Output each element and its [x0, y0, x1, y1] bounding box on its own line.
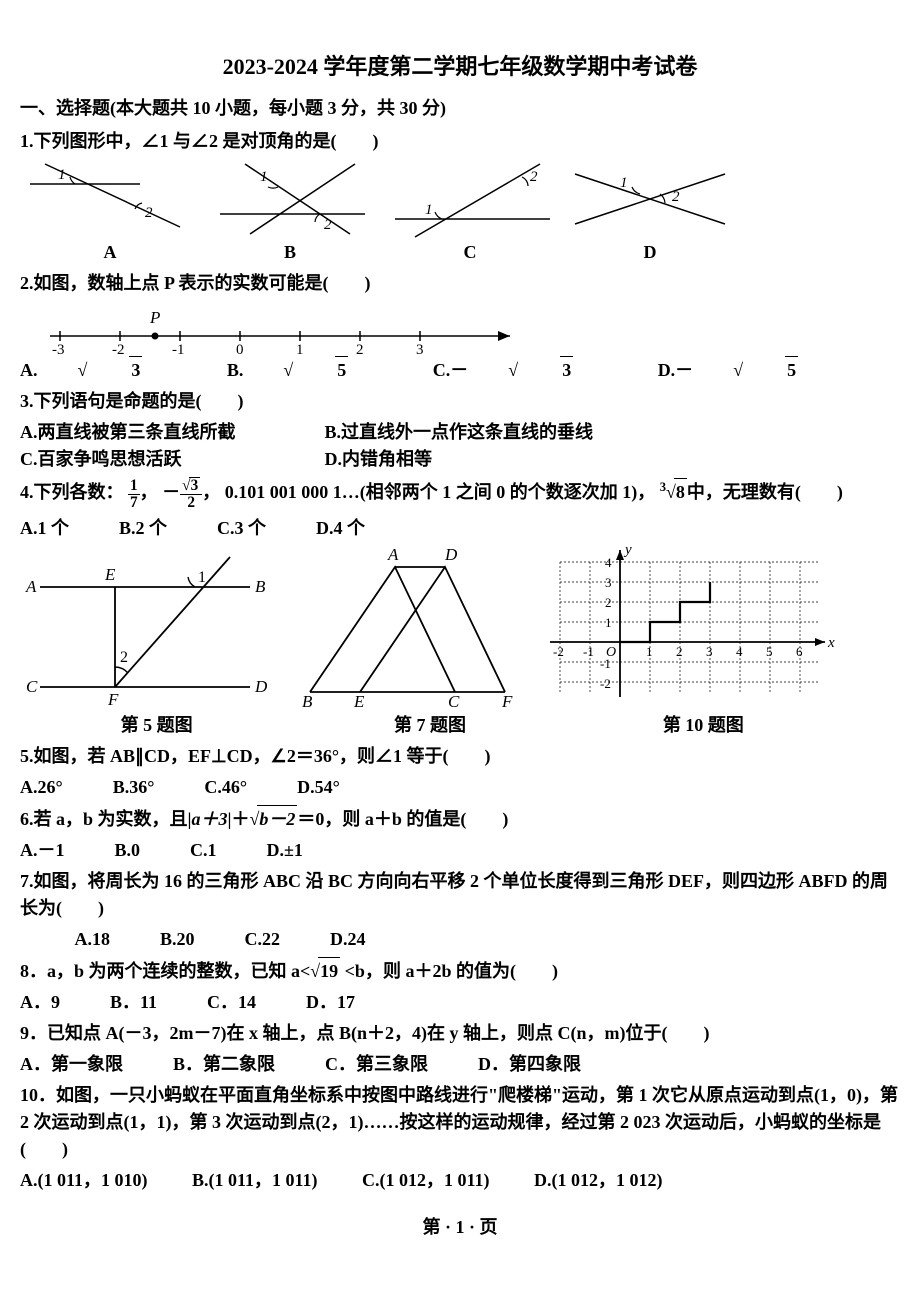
svg-text:y: y [623, 542, 632, 558]
svg-text:P: P [149, 308, 160, 327]
q1-fig-d: 1 2 [560, 159, 740, 239]
svg-text:-1: -1 [600, 656, 611, 671]
svg-text:3: 3 [416, 342, 424, 356]
svg-text:C: C [26, 677, 38, 696]
q6-text: 6.若 a，b 为实数，且|a＋3|＋√b－2＝0，则 a＋b 的值是( ) [20, 805, 900, 833]
svg-text:-2: -2 [553, 644, 564, 659]
q4-text: 4.下列各数： 17， －√32， 0.101 001 000 1…(相邻两个 … [20, 477, 900, 511]
q7-options: A.18B.20C.22D.24 [20, 926, 900, 953]
q8-options: A．9B．11C．14D．17 [20, 989, 900, 1016]
svg-text:4: 4 [605, 555, 612, 570]
svg-text:1: 1 [620, 175, 628, 191]
svg-text:2: 2 [356, 342, 364, 356]
svg-text:x: x [827, 635, 835, 651]
svg-text:D: D [444, 545, 458, 564]
svg-text:2: 2 [605, 595, 612, 610]
svg-text:2: 2 [530, 169, 538, 185]
q9-options: A．第一象限B．第二象限C．第三象限D．第四象限 [20, 1051, 900, 1078]
svg-text:A: A [25, 577, 37, 596]
svg-text:D: D [254, 677, 268, 696]
svg-text:-3: -3 [52, 342, 65, 356]
svg-text:1: 1 [296, 342, 304, 356]
q5-text: 5.如图，若 AB∥CD，EF⊥CD，∠2＝36°，则∠1 等于( ) [20, 743, 900, 770]
svg-text:2: 2 [672, 189, 680, 205]
svg-text:1: 1 [260, 169, 268, 185]
q3-row2: C.百家争鸣思想活跃 D.内错角相等 [20, 446, 900, 473]
fig-q5: 1 2 A B C D E F [20, 542, 280, 712]
q1-fig-a: 1 2 [20, 159, 200, 239]
q2-options: A.√3 B.√5 C.－√3 D.－√5 [20, 356, 900, 384]
q2-text: 2.如图，数轴上点 P 表示的实数可能是( ) [20, 270, 900, 297]
svg-text:1: 1 [425, 202, 433, 218]
fig-q7: A D B E C F [280, 542, 540, 712]
svg-text:2: 2 [145, 205, 153, 221]
page-footer: 第 · 1 · 页 [20, 1214, 900, 1241]
svg-text:A: A [387, 545, 399, 564]
fig-row: 1 2 A B C D E F A D B E C F [20, 542, 900, 712]
q6-options: A.－1B.0C.1D.±1 [20, 837, 900, 864]
svg-text:1: 1 [646, 644, 653, 659]
svg-text:0: 0 [236, 342, 244, 356]
svg-text:-2: -2 [112, 342, 125, 356]
svg-text:2: 2 [676, 644, 683, 659]
svg-text:E: E [353, 692, 365, 711]
q9-text: 9．已知点 A(－3，2m－7)在 x 轴上，点 B(n＋2，4)在 y 轴上，… [20, 1020, 900, 1047]
q1-option-labels: A B C D [20, 239, 740, 266]
svg-text:4: 4 [736, 644, 743, 659]
q3-text: 3.下列语句是命题的是( ) [20, 388, 900, 415]
svg-text:5: 5 [766, 644, 773, 659]
svg-text:C: C [448, 692, 460, 711]
svg-text:1: 1 [198, 569, 206, 586]
svg-text:1: 1 [58, 167, 66, 183]
svg-text:3: 3 [605, 575, 612, 590]
q1-fig-b: 1 2 [200, 159, 380, 239]
svg-text:B: B [255, 577, 266, 596]
q2-numberline: -3 -2 -1 0 1 2 3 P [20, 301, 900, 356]
svg-text:6: 6 [796, 644, 803, 659]
q1-fig-c: 1 2 [380, 159, 560, 239]
q1-text: 1.下列图形中，∠1 与∠2 是对顶角的是( ) [20, 128, 900, 155]
svg-text:1: 1 [605, 615, 612, 630]
q10-options: A.(1 011，1 010) B.(1 011，1 011) C.(1 012… [20, 1167, 900, 1194]
svg-text:-1: -1 [583, 644, 594, 659]
svg-text:2: 2 [120, 649, 128, 666]
svg-text:E: E [104, 565, 116, 584]
svg-text:F: F [501, 692, 513, 711]
svg-text:2: 2 [324, 217, 332, 233]
q7-text: 7.如图，将周长为 16 的三角形 ABC 沿 BC 方向向右平移 2 个单位长… [20, 868, 900, 922]
q10-text: 10．如图，一只小蚂蚁在平面直角坐标系中按图中路线进行"爬楼梯"运动，第 1 次… [20, 1082, 900, 1163]
svg-text:F: F [107, 690, 119, 709]
svg-text:-1: -1 [172, 342, 185, 356]
svg-text:-2: -2 [600, 676, 611, 691]
q5-options: A.26°B.36°C.46°D.54° [20, 774, 900, 801]
svg-text:3: 3 [706, 644, 713, 659]
q1-figures: 1 2 1 2 1 2 1 [20, 159, 900, 239]
page-title: 2023-2024 学年度第二学期七年级数学期中考试卷 [20, 50, 900, 83]
q3-row1: A.两直线被第三条直线所截 B.过直线外一点作这条直线的垂线 [20, 419, 900, 446]
q4-options: A.1 个B.2 个C.3 个D.4 个 [20, 515, 900, 542]
fig-captions: 第 5 题图 第 7 题图 第 10 题图 [20, 712, 840, 739]
section-heading: 一、选择题(本大题共 10 小题，每小题 3 分，共 30 分) [20, 95, 900, 122]
fig-q10: y x O 12 34 -2-1 12 34 56 -1-2 [540, 542, 840, 712]
q8-text: 8．a，b 为两个连续的整数，已知 a<√19 <b，则 a＋2b 的值为( ) [20, 957, 900, 985]
svg-text:B: B [302, 692, 313, 711]
